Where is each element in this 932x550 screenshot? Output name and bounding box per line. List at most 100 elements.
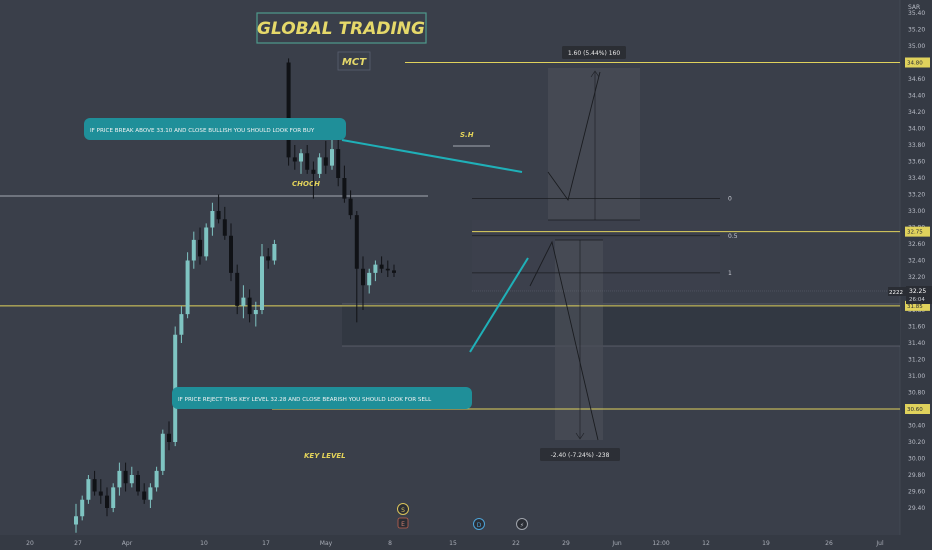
key-level-price: 30.60: [907, 407, 923, 413]
series-tag-bg: [888, 287, 906, 296]
x-tick-label: 27: [74, 540, 82, 547]
event-marker-e[interactable]: [397, 517, 409, 529]
candle-body: [286, 62, 291, 158]
x-tick-label: May: [320, 540, 333, 547]
y-tick-label: 32.40: [908, 258, 925, 265]
candle-body: [260, 256, 264, 310]
y-tick-label: 30.80: [908, 390, 925, 397]
y-tick-label: 33.80: [908, 142, 925, 149]
candle-body: [292, 157, 297, 162]
candle-body: [222, 219, 227, 236]
candle-body: [354, 215, 359, 269]
long-box-label: 1.60 (5.44%) 160: [568, 50, 621, 57]
candle-body: [80, 499, 85, 517]
x-tick-label: 20: [26, 540, 34, 547]
x-tick-label: 19: [762, 540, 770, 547]
event-markers[interactable]: S E D ⚡: [397, 503, 528, 530]
x-tick-label: 15: [449, 540, 457, 547]
candle-body: [179, 314, 184, 335]
y-tick-label: 35.40: [908, 10, 925, 17]
long-position-box: [548, 68, 640, 220]
x-tick-label: 29: [562, 540, 570, 547]
event-marker-d-label: D: [477, 522, 482, 529]
buy-annotation-bubble[interactable]: [84, 118, 346, 140]
short-box-label-bg: [540, 448, 620, 461]
candles: [74, 58, 396, 533]
swing-high-tag: S.H: [460, 131, 474, 139]
candle-body: [247, 297, 252, 315]
key-level-badge: [905, 57, 930, 68]
candle-body: [272, 244, 277, 261]
fib-ratio-label: 0: [728, 196, 732, 203]
candle-body: [385, 268, 390, 271]
x-tick-label: 22: [512, 540, 520, 547]
candle-body: [74, 516, 78, 525]
candle-body: [86, 479, 91, 500]
series-tag: 2222: [889, 290, 903, 296]
y-tick-label: 33.40: [908, 175, 925, 182]
candle-body: [154, 470, 159, 488]
y-tick-label: 31.40: [908, 340, 925, 347]
candle-body: [198, 239, 202, 257]
candle-body: [253, 310, 258, 315]
event-marker-s[interactable]: [397, 503, 409, 515]
chart-subtitle: MCT: [342, 57, 367, 68]
candle-body: [299, 153, 303, 162]
candle-body: [142, 491, 147, 500]
sell-annotation-text: IF PRICE REJECT THIS KEY LEVEL 32.28 AND…: [178, 397, 432, 403]
candle-body: [148, 487, 153, 500]
choch-tag: CHOCH: [292, 180, 320, 188]
candle-body: [373, 264, 378, 273]
time-scale[interactable]: [0, 535, 932, 550]
x-tick-label: Jul: [875, 540, 884, 547]
y-tick-label: 30.00: [908, 456, 925, 463]
bearish-projection: [529, 240, 599, 441]
y-tick-label: 30.40: [908, 423, 925, 430]
x-tick-label: Jun: [611, 540, 622, 547]
candle-body: [216, 211, 221, 220]
candle-body: [204, 227, 209, 257]
y-tick-label: 29.80: [908, 472, 925, 479]
price-scale[interactable]: [900, 0, 932, 535]
candle-body: [123, 470, 128, 484]
event-marker-split[interactable]: [516, 518, 528, 530]
candle-body: [392, 270, 396, 273]
candle-body: [185, 260, 190, 315]
event-marker-d[interactable]: [473, 518, 485, 530]
candle-body: [92, 479, 97, 492]
price-now-bg: [906, 286, 932, 304]
candle-body: [105, 495, 109, 508]
candle-body: [379, 264, 384, 269]
x-tick-label: 26: [825, 540, 833, 547]
sell-annotation-bubble[interactable]: [172, 387, 472, 409]
key-level-badge: [905, 300, 930, 311]
y-tick-label: 31.20: [908, 357, 925, 364]
y-tick-label: 35.20: [908, 27, 925, 34]
current-price-marker: 2222 32.25 26:04: [472, 286, 932, 304]
buy-arrow-line: [341, 139, 523, 173]
candle-body: [367, 272, 372, 286]
candle-body: [241, 297, 246, 306]
y-tick-label: 29.60: [908, 489, 925, 496]
candle-body: [311, 169, 316, 174]
title-box: [256, 12, 427, 44]
y-tick-label: 31.00: [908, 373, 925, 380]
candle-body: [210, 211, 215, 228]
candle-body: [235, 272, 240, 306]
key-level-price: 34.80: [907, 61, 923, 67]
candle-body: [266, 256, 271, 261]
x-tick-label: 12:00: [652, 540, 669, 547]
long-arrow-head: [590, 70, 600, 78]
fib-lines: 00.51: [472, 196, 738, 277]
key-level-badge: [905, 404, 930, 414]
currency-label: SAR: [908, 4, 920, 11]
x-tick-label: 17: [262, 540, 270, 547]
x-tick-label: 10: [200, 540, 208, 547]
key-level-tag: KEY LEVEL: [304, 452, 346, 460]
event-marker-s-label: S: [401, 507, 405, 514]
y-tick-label: 34.60: [908, 76, 925, 83]
y-tick-label: 29.40: [908, 505, 925, 512]
event-marker-split-label: ⚡: [520, 522, 524, 529]
